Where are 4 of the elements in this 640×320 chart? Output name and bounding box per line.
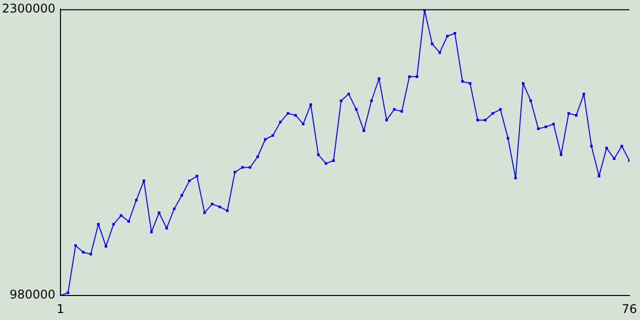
x-tick-label: 1	[56, 302, 64, 316]
y-tick-label: 2300000	[2, 1, 56, 16]
x-tick-label: 76	[622, 302, 638, 316]
y-tick-label: 980000	[10, 288, 56, 302]
